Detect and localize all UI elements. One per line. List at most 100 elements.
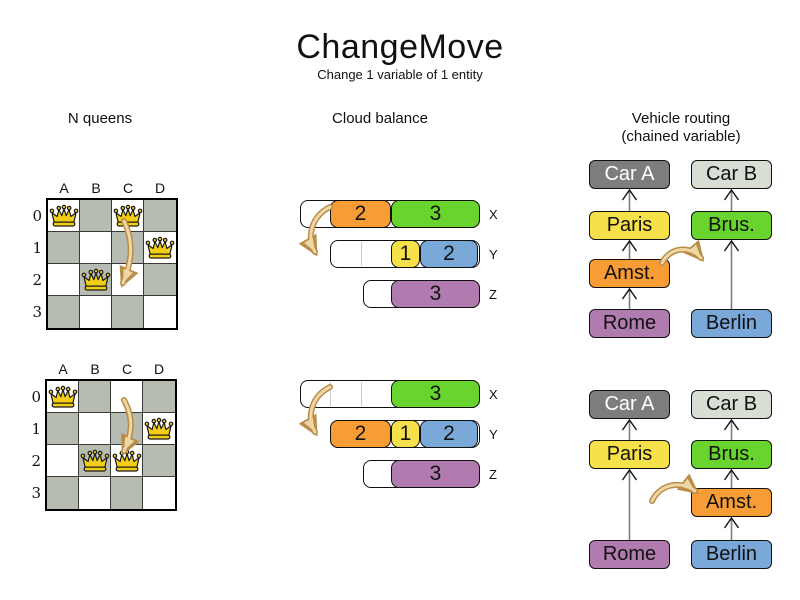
square-B1 xyxy=(80,232,112,264)
square-B0 xyxy=(79,381,111,413)
vehicle-before-box-brus: Brus. xyxy=(691,211,772,240)
board-before-row-header-1: 1 xyxy=(32,239,42,257)
square-C0 xyxy=(111,381,143,413)
vehicle-after-box-berlin: Berlin xyxy=(691,540,772,569)
vehicle-after-box-paris: Paris xyxy=(589,440,670,469)
section-label-vehicle-routing: Vehicle routing xyxy=(631,110,731,127)
capacity-divider xyxy=(330,382,331,406)
queen-after-B2 xyxy=(80,449,110,474)
chain-arrowhead-Rome-to-Paris xyxy=(621,468,638,481)
square-D0 xyxy=(143,381,175,413)
chain-arrowhead-Amst.-to-Paris xyxy=(621,239,638,252)
board-before-col-header-C: C xyxy=(122,180,134,196)
square-A1 xyxy=(48,232,80,264)
queen-icon xyxy=(81,268,111,291)
vehicle-before-box-paris: Paris xyxy=(589,211,670,240)
capacity-divider xyxy=(361,382,362,406)
square-A1 xyxy=(47,413,79,445)
vehicle-move-arrow-after xyxy=(649,473,700,504)
vehicle-before-box-cara: Car A xyxy=(589,160,670,189)
square-C3 xyxy=(111,477,143,509)
queen-before-A0 xyxy=(49,204,79,229)
square-D3 xyxy=(143,477,175,509)
section-label-nqueens: N queens xyxy=(67,110,133,127)
square-B3 xyxy=(79,477,111,509)
chain-arrowhead-Brus.-to-Car B xyxy=(723,418,740,431)
board-after-row-header-3: 3 xyxy=(31,484,41,502)
cloud-after-process-Z-3: 3 xyxy=(391,460,480,488)
vehicle-before-box-rome: Rome xyxy=(589,309,670,338)
cloud-before-process-Y-2: 2 xyxy=(420,240,478,268)
queen-before-D1 xyxy=(145,236,175,261)
square-B3 xyxy=(80,296,112,328)
chain-arrowhead-Berlin-to-Brus. xyxy=(723,239,740,252)
vehicle-after-box-amst: Amst. xyxy=(691,488,772,517)
square-A3 xyxy=(47,477,79,509)
cloud-before-computer-label-Z: Z xyxy=(489,287,497,302)
board-after-col-header-D: D xyxy=(153,361,165,377)
queen-icon xyxy=(49,204,79,227)
queen-after-D1 xyxy=(144,417,174,442)
section-label-vehicle-routing-sub: (chained variable) xyxy=(621,128,741,145)
cloud-before-computer-label-X: X xyxy=(489,207,498,222)
board-before-col-header-D: D xyxy=(154,180,166,196)
vehicle-after-box-rome: Rome xyxy=(589,540,670,569)
board-after-row-header-2: 2 xyxy=(31,452,41,470)
square-A2 xyxy=(48,264,80,296)
board-before-row-header-2: 2 xyxy=(32,271,42,289)
board-before-col-header-B: B xyxy=(91,180,101,196)
cloud-after-computer-label-Z: Z xyxy=(489,467,497,482)
cloud-after-computer-label-X: X xyxy=(489,387,498,402)
queen-before-B2 xyxy=(81,268,111,293)
vehicle-after-box-brus: Brus. xyxy=(691,440,772,469)
queen-after-A0 xyxy=(48,385,78,410)
cloud-after-process-Y-1: 1 xyxy=(391,420,420,448)
chain-arrowhead-Berlin-to-Amst. xyxy=(723,516,740,529)
board-after-col-header-B: B xyxy=(90,361,100,377)
vehicle-before-box-amst: Amst. xyxy=(589,259,670,288)
chessboard-before xyxy=(46,198,178,330)
square-A2 xyxy=(47,445,79,477)
vehicle-after-box-cara: Car A xyxy=(589,390,670,419)
square-D2 xyxy=(143,445,175,477)
square-D3 xyxy=(144,296,176,328)
square-B0 xyxy=(80,200,112,232)
queen-icon xyxy=(144,417,174,440)
board-before-col-header-A: A xyxy=(59,180,69,196)
chain-arrowhead-Paris-to-Car A xyxy=(621,418,638,431)
page-subtitle: Change 1 variable of 1 entity xyxy=(317,67,483,82)
queen-icon xyxy=(113,204,143,227)
queen-icon xyxy=(80,449,110,472)
vehicle-before-box-berlin: Berlin xyxy=(691,309,772,338)
vehicle-before-box-carb: Car B xyxy=(691,160,772,189)
cloud-before-process-Y-1: 1 xyxy=(391,240,420,268)
square-B1 xyxy=(79,413,111,445)
cloud-before-process-Z-3: 3 xyxy=(391,280,480,308)
section-label-cloud-balance: Cloud balance xyxy=(332,110,428,127)
square-C1 xyxy=(112,232,144,264)
vehicle-after-box-carb: Car B xyxy=(691,390,772,419)
cloud-after-computer-label-Y: Y xyxy=(489,427,498,442)
square-C1 xyxy=(111,413,143,445)
page-title: ChangeMove xyxy=(296,28,504,66)
square-C2 xyxy=(112,264,144,296)
queen-before-C0 xyxy=(113,204,143,229)
chain-arrowhead-Paris-to-Car A xyxy=(621,188,638,201)
chain-arrowhead-Brus.-to-Car B xyxy=(723,188,740,201)
chain-arrowhead-Amst.-to-Brus. xyxy=(723,468,740,481)
square-C3 xyxy=(112,296,144,328)
square-D0 xyxy=(144,200,176,232)
board-after-col-header-C: C xyxy=(121,361,133,377)
capacity-divider xyxy=(361,242,362,266)
queen-icon xyxy=(48,385,78,408)
cloud-before-computer-label-Y: Y xyxy=(489,247,498,262)
queen-after-C2 xyxy=(112,449,142,474)
square-A3 xyxy=(48,296,80,328)
board-before-row-header-0: 0 xyxy=(32,207,42,225)
cloud-after-process-Y-2: 2 xyxy=(420,420,478,448)
vehicle-move-arrow-after xyxy=(650,478,697,503)
cloud-after-process-X-3: 3 xyxy=(391,380,480,408)
board-after-col-header-A: A xyxy=(58,361,68,377)
cloud-after-process-Y-2: 2 xyxy=(330,420,391,448)
